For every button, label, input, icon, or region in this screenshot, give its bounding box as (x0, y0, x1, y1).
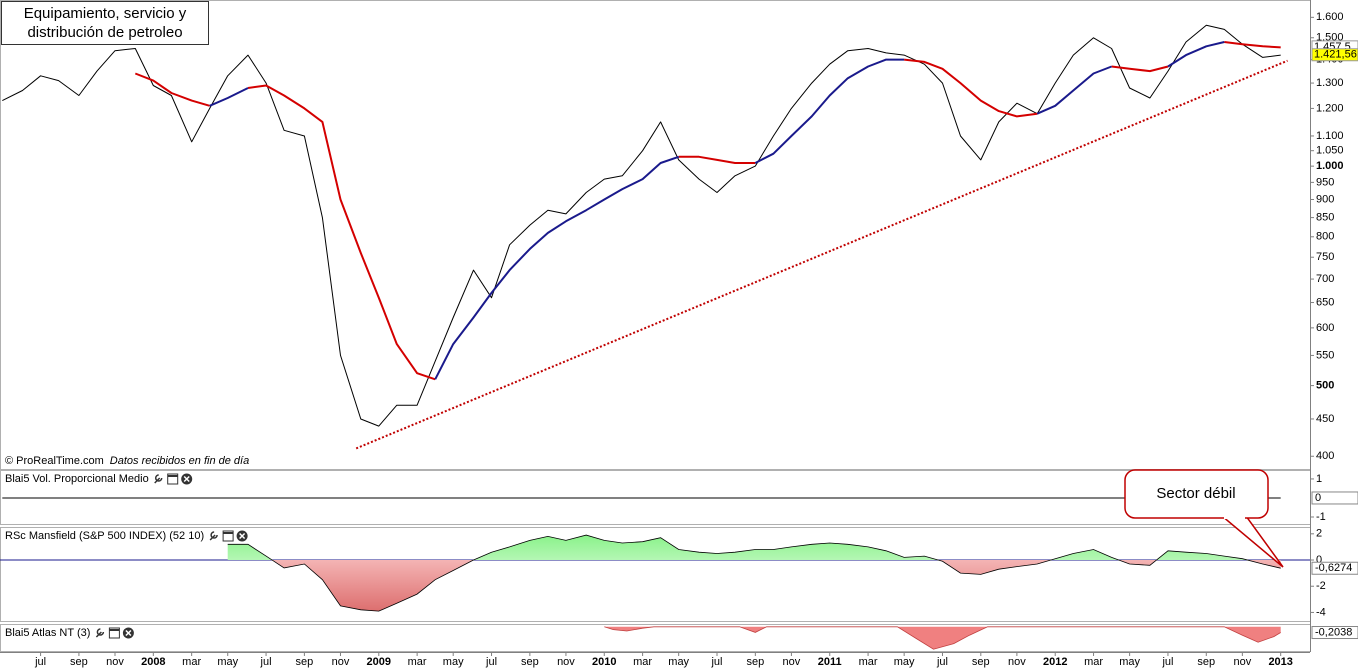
x-tick-label: sep (296, 656, 314, 668)
x-tick-label: sep (746, 656, 764, 668)
y-tick-label: 600 (1316, 322, 1334, 334)
callout-seam (1224, 514, 1245, 519)
last-value-tag (1311, 491, 1358, 505)
price-tag-label: 1.421,56 (1314, 49, 1357, 61)
indicator-line (604, 626, 1281, 650)
x-tick-label: jul (485, 656, 497, 668)
x-tick-label: jul (34, 656, 46, 668)
x-tick-label: mar (182, 656, 201, 668)
x-tick-label: may (668, 656, 689, 668)
window-icon (222, 530, 234, 542)
x-tick-label: jul (710, 656, 722, 668)
moving-average (134, 41, 1281, 381)
y-tick-label: 450 (1316, 413, 1334, 425)
x-tick-label: sep (70, 656, 88, 668)
indicator-area (604, 626, 1281, 650)
x-tick-label: nov (106, 656, 124, 668)
x-tick-label: mar (859, 656, 878, 668)
callout-box (1124, 469, 1269, 519)
x-tick-label: 2008 (141, 656, 165, 668)
panel-label: RSc Mansfield (S&P 500 INDEX) (52 10) (5, 530, 204, 542)
x-tick-label: nov (557, 656, 575, 668)
y-tick-label: 650 (1316, 296, 1334, 308)
x-tick-label: nov (332, 656, 350, 668)
x-tick-label: mar (408, 656, 427, 668)
y-tick-label: 850 (1316, 211, 1334, 223)
y-tick-label: 950 (1316, 176, 1334, 188)
x-tick-label: 2010 (592, 656, 616, 668)
y-tick-label: 1.200 (1316, 102, 1344, 114)
y-tick-label: -2 (1316, 580, 1326, 592)
x-tick-label: sep (521, 656, 539, 668)
y-tick-label: 0 (1316, 554, 1322, 566)
callout-text: Sector débil (1156, 485, 1235, 502)
close-icon-x (125, 629, 132, 637)
y-tick-label: 550 (1316, 349, 1334, 361)
last-value-label: -0,2038 (1315, 626, 1352, 638)
y-tick-label: 1.600 (1316, 11, 1344, 23)
y-tick-label: 800 (1316, 231, 1334, 243)
y-tick-label: -1 (1316, 511, 1326, 523)
x-tick-label: mar (1084, 656, 1103, 668)
x-tick-label: jul (260, 656, 272, 668)
source-note: Datos recibidos en fin de día (110, 455, 249, 467)
panel-label: Blai5 Atlas NT (3) (5, 627, 90, 639)
y-tick-label: 700 (1316, 273, 1334, 285)
y-tick-label: 1.300 (1316, 77, 1344, 89)
x-tick-label: jul (1161, 656, 1173, 668)
trendline (355, 59, 1288, 450)
last-value-label: 0 (1315, 492, 1321, 504)
price-line (2, 24, 1281, 427)
y-tick-label: 500 (1316, 380, 1334, 392)
x-tick-label: 2012 (1043, 656, 1067, 668)
settings-icon (95, 628, 105, 638)
y-tick-label: 1.050 (1316, 145, 1344, 157)
last-value-tag (1311, 626, 1358, 640)
x-tick-label: nov (1233, 656, 1251, 668)
x-tick-label: 2009 (367, 656, 391, 668)
window-icon (108, 627, 120, 639)
x-tick-label: 2013 (1268, 656, 1292, 668)
x-tick-label: nov (1008, 656, 1026, 668)
y-tick-label: 1.000 (1316, 160, 1344, 172)
y-tick-label: 900 (1316, 193, 1334, 205)
x-tick-label: sep (1197, 656, 1215, 668)
price-tag (1311, 48, 1358, 62)
y-tick-label: 750 (1316, 251, 1334, 263)
window-icon (167, 473, 179, 485)
settings-icon (154, 474, 163, 484)
y-tick-label: 1.100 (1316, 130, 1344, 142)
indicator-line (227, 534, 1281, 612)
y-tick-label: -4 (1316, 606, 1326, 618)
y-tick-label: 2 (1316, 528, 1322, 540)
x-tick-label: may (1119, 656, 1140, 668)
moving-average (209, 41, 1225, 380)
chart-title: Equipamiento, servicio y distribución de… (1, 1, 209, 45)
x-tick-label: nov (783, 656, 801, 668)
settings-icon (209, 531, 218, 541)
last-value-label: -0,6274 (1315, 562, 1352, 574)
close-icon-x (183, 475, 190, 483)
x-tick-label: may (894, 656, 915, 668)
y-tick-label: 400 (1316, 450, 1334, 462)
x-tick-label: mar (633, 656, 652, 668)
indicator-area (227, 535, 1281, 612)
close-icon-x (239, 532, 246, 540)
x-tick-label: 2011 (818, 656, 842, 668)
x-tick-label: jul (936, 656, 948, 668)
x-tick-label: may (443, 656, 464, 668)
x-tick-label: may (217, 656, 238, 668)
panel-label: Blai5 Vol. Proporcional Medio (5, 473, 149, 485)
x-tick-label: sep (972, 656, 990, 668)
y-tick-label: 1 (1316, 473, 1322, 485)
last-value-tag (1311, 561, 1358, 575)
source: © ProRealTime.com (5, 455, 104, 467)
